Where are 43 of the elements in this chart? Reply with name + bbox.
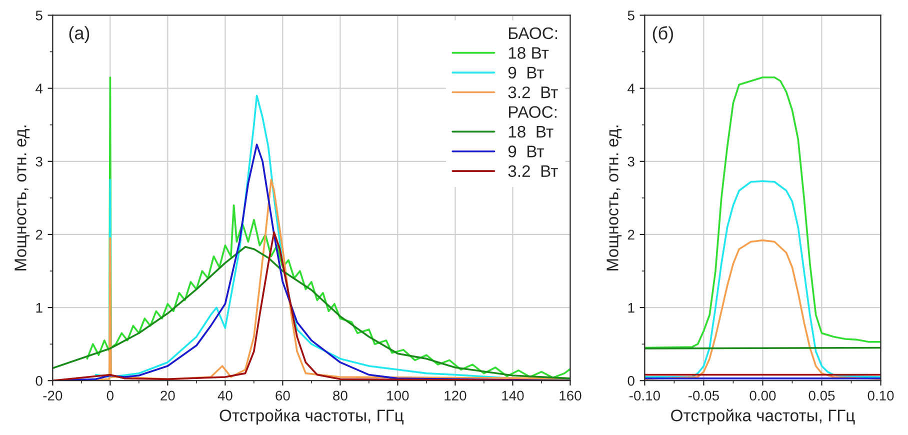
y-tick-label: 2 [36, 230, 42, 240]
x-tick-label: 120 [444, 390, 466, 401]
legend-label: 9 Вт [508, 146, 544, 158]
x-tick-label: -0.05 [688, 390, 719, 401]
y-tick-label: 4 [628, 84, 635, 94]
line-series [644, 180, 881, 378]
legend-label: 3.2 Вт [508, 86, 558, 98]
annotation: РАОС: [508, 106, 556, 118]
legend-label: 9 Вт [508, 66, 544, 79]
y-tick-label: 5 [628, 10, 634, 20]
x-tick-label: 20 [160, 390, 175, 401]
y-tick-label: 0 [36, 376, 42, 386]
x-tick-label: 0.10 [868, 390, 894, 401]
y-tick-label: 1 [36, 303, 42, 313]
y-tick-label: 4 [36, 84, 43, 94]
x-tick-label: 0.00 [750, 390, 776, 401]
y-tick-label: 3 [36, 156, 42, 167]
legend-label: 3.2 Вт [508, 165, 558, 178]
x-tick-label: -20 [43, 390, 62, 401]
y-axis-title: Мощность, отн. ед. [606, 126, 622, 270]
legend-label: 18 Вт [508, 126, 554, 138]
text: (б) [652, 26, 674, 44]
x-tick-label: 160 [560, 390, 582, 401]
y-tick-label: 2 [628, 230, 634, 240]
x-tick-label: 60 [276, 390, 290, 401]
x-tick-label: 100 [387, 390, 409, 401]
x-tick-label: 0.05 [808, 390, 835, 401]
x-tick-label: 140 [502, 390, 524, 401]
y-tick-label: 0 [628, 376, 634, 386]
legend-label: 18 Вт [508, 47, 549, 59]
x-tick-label: 40 [218, 390, 232, 401]
line-series [644, 76, 881, 349]
x-tick-label: 0 [106, 390, 114, 401]
y-axis-title: Мощность, отн. ед. [14, 126, 30, 270]
x-axis-title: Отстройка частоты, ГГц [671, 408, 855, 425]
text: (a) [69, 26, 90, 44]
y-tick-label: 5 [36, 10, 42, 20]
y-tick-label: 1 [628, 303, 634, 313]
x-axis-title: Отстройка частоты, ГГц [220, 408, 404, 425]
legend-title: БАОС: [508, 27, 558, 40]
x-tick-label: 80 [333, 390, 348, 401]
x-tick-label: -0.10 [629, 390, 660, 401]
y-tick-label: 3 [628, 156, 634, 167]
